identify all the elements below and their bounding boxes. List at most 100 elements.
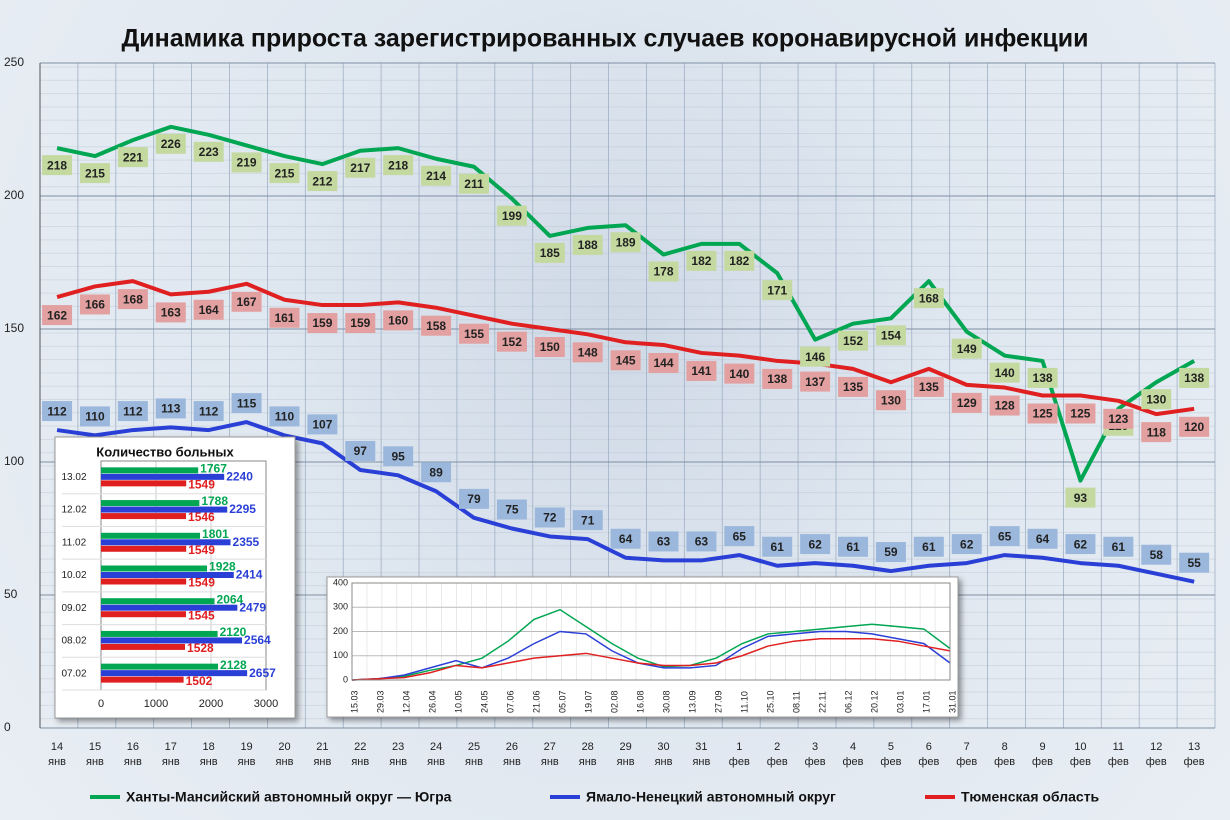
label-bg: [762, 536, 793, 557]
y-tick-label: 12.02: [61, 505, 86, 516]
x-tick-label: 11.10: [739, 691, 749, 713]
label-bg: [800, 346, 831, 367]
label-bg: [989, 395, 1020, 416]
y-tick-label: 13.02: [61, 472, 86, 483]
label-bg: [42, 305, 73, 326]
data-label: 129: [957, 396, 977, 410]
label-bg: [155, 398, 186, 419]
label-bg: [800, 371, 831, 392]
data-label: 171: [767, 283, 787, 297]
data-label: 2120: [220, 625, 247, 639]
data-label: 219: [237, 156, 257, 170]
label-bg: [42, 401, 73, 422]
y-tick-label: 400: [333, 577, 348, 587]
x-tick-label: 28 янв: [578, 741, 597, 768]
bar: [101, 545, 187, 552]
label-bg: [231, 152, 262, 173]
bar: [101, 480, 187, 487]
data-label: 1545: [188, 608, 215, 622]
data-label: 159: [350, 316, 370, 330]
data-label: 107: [312, 418, 332, 432]
x-tick-label: 31.01: [947, 690, 957, 713]
data-label: 168: [123, 292, 143, 306]
x-tick-label: 13 фев: [1183, 741, 1205, 768]
bar: [101, 473, 225, 480]
label-bg: [1065, 403, 1096, 424]
label-bg: [1027, 528, 1058, 549]
data-label: 163: [161, 306, 181, 320]
data-label: 1788: [201, 494, 228, 508]
x-tick-label: 8 фев: [994, 741, 1016, 768]
label-bg: [686, 250, 717, 271]
bar: [101, 637, 243, 644]
y-tick-label: 08.02: [61, 636, 86, 647]
data-label: 112: [199, 404, 219, 418]
x-tick-label: 9 фев: [1032, 741, 1054, 768]
label-bg: [913, 376, 944, 397]
data-label: 218: [47, 158, 67, 172]
data-label: 217: [350, 161, 370, 175]
label-bg: [155, 133, 186, 154]
label-bg: [421, 315, 452, 336]
y-tick-label: 09.02: [61, 603, 86, 614]
data-label: 1502: [186, 674, 213, 688]
data-label: 135: [919, 380, 939, 394]
data-label: 130: [881, 393, 901, 407]
data-label: 226: [161, 137, 181, 151]
data-label: 71: [581, 513, 595, 527]
x-tick-label: 1000: [144, 698, 168, 710]
label-bg: [762, 368, 793, 389]
legend-label: Тюменская область: [961, 789, 1100, 805]
label-bg: [572, 510, 603, 531]
data-label: 61: [846, 540, 860, 554]
label-bg: [42, 155, 73, 176]
data-label: 110: [85, 410, 105, 424]
label-bg: [1027, 403, 1058, 424]
data-label: 182: [691, 254, 711, 268]
data-label: 79: [467, 492, 481, 506]
data-label: 2128: [220, 658, 247, 672]
bar: [101, 670, 248, 677]
x-tick-label: 10 фев: [1069, 741, 1091, 768]
data-label: 65: [998, 529, 1012, 543]
label-bg: [875, 325, 906, 346]
data-label: 2240: [226, 470, 253, 484]
label-bg: [724, 363, 755, 384]
data-label: 55: [1187, 556, 1201, 570]
label-bg: [686, 360, 717, 381]
y-tick-label: 11.02: [62, 537, 87, 548]
chart-title: Динамика прироста зарегистрированных слу…: [121, 25, 1088, 53]
data-label: 144: [653, 356, 673, 370]
label-bg: [1179, 367, 1210, 388]
label-bg: [307, 313, 338, 334]
x-tick-label: 17 янв: [161, 741, 180, 768]
y-tick-label: 0: [343, 674, 348, 684]
data-label: 135: [843, 380, 863, 394]
data-label: 1928: [209, 560, 236, 574]
label-bg: [193, 299, 224, 320]
x-tick-label: 14 янв: [48, 741, 66, 768]
x-tick-label: 13.09: [687, 690, 697, 713]
label-bg: [193, 401, 224, 422]
label-bg: [383, 155, 414, 176]
label-bg: [1103, 408, 1134, 429]
data-label: 161: [274, 311, 294, 325]
y-tick-label: 100: [4, 454, 24, 468]
data-label: 138: [767, 372, 787, 386]
data-label: 141: [691, 364, 711, 378]
label-bg: [421, 462, 452, 483]
data-label: 149: [957, 342, 977, 356]
label-bg: [1027, 367, 1058, 388]
x-tick-label: 24 янв: [427, 741, 446, 768]
x-tick-label: 15.03: [349, 690, 359, 713]
label-bg: [951, 338, 982, 359]
x-tick-label: 25.10: [765, 690, 775, 713]
data-label: 223: [199, 145, 219, 159]
label-bg: [345, 440, 376, 461]
x-tick-label: 4 фев: [842, 741, 864, 768]
data-label: 125: [1070, 407, 1090, 421]
data-label: 2564: [244, 633, 271, 647]
data-label: 95: [392, 449, 406, 463]
data-label: 214: [426, 169, 446, 183]
